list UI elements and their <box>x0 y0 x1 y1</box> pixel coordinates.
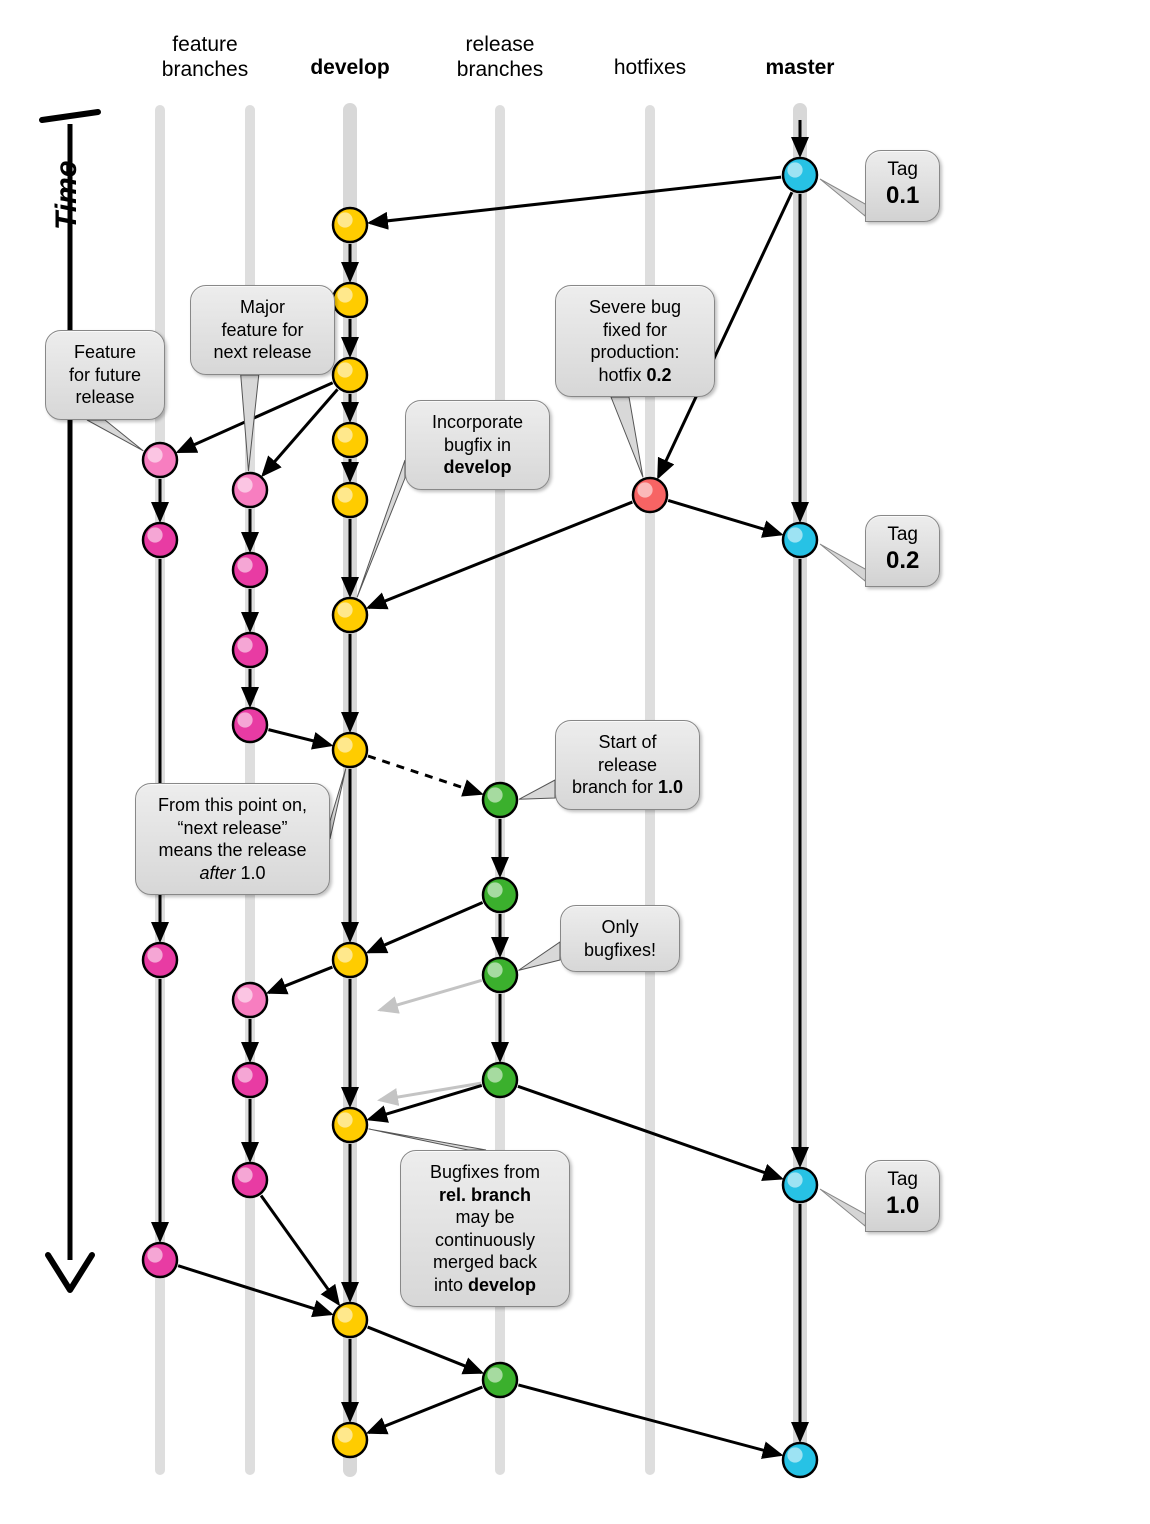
tag-1-0: Tag1.0 <box>865 1160 940 1232</box>
tag-0-2: Tag0.2 <box>865 515 940 587</box>
commit-node <box>333 733 367 767</box>
callout-start-rel: Start of release branch for 1.0 <box>555 720 700 810</box>
commit-node <box>233 633 267 667</box>
commit-node <box>483 878 517 912</box>
commit-node <box>333 358 367 392</box>
commit-node <box>333 423 367 457</box>
callout-from-point: From this point on, “next release” means… <box>135 783 330 895</box>
commit-node <box>783 523 817 557</box>
commit-node <box>333 208 367 242</box>
column-header-hotfixes: hotfixes <box>614 55 686 80</box>
commit-node <box>233 708 267 742</box>
commit-node <box>333 943 367 977</box>
commit-node <box>333 598 367 632</box>
commit-node <box>143 443 177 477</box>
commit-node <box>333 1423 367 1457</box>
commit-node <box>143 943 177 977</box>
column-header-release: release branches <box>457 32 543 82</box>
commit-node <box>783 158 817 192</box>
commit-node <box>233 553 267 587</box>
callout-feat-major: Major feature for next release <box>190 285 335 375</box>
commit-node <box>233 1163 267 1197</box>
time-axis-label: Time <box>50 161 84 230</box>
commit-node <box>233 473 267 507</box>
commit-node <box>633 478 667 512</box>
commit-node <box>483 783 517 817</box>
callout-severe: Severe bug fixed for production: hotfix … <box>555 285 715 397</box>
commit-node <box>483 1363 517 1397</box>
commit-node <box>333 283 367 317</box>
commit-node <box>483 1063 517 1097</box>
tag-0-1: Tag0.1 <box>865 150 940 222</box>
gitflow-diagram: feature branches develop release branches h… <box>0 0 1150 1524</box>
column-header-develop: develop <box>310 55 389 80</box>
commit-node <box>783 1168 817 1202</box>
callout-bugfix-cont: Bugfixes from rel. branch may be continu… <box>400 1150 570 1307</box>
callout-incorp: Incorporate bugfix in develop <box>405 400 550 490</box>
commit-node <box>333 1303 367 1337</box>
column-header-feature: feature branches <box>162 32 248 82</box>
commit-node <box>143 1243 177 1277</box>
commit-node <box>143 523 177 557</box>
callout-only-bug: Only bugfixes! <box>560 905 680 972</box>
commit-node <box>333 483 367 517</box>
commit-node <box>783 1443 817 1477</box>
commit-node <box>483 958 517 992</box>
column-header-master: master <box>766 55 835 80</box>
callout-feat-future: Feature for future release <box>45 330 165 420</box>
commit-node <box>233 983 267 1017</box>
commit-node <box>233 1063 267 1097</box>
commit-node <box>333 1108 367 1142</box>
